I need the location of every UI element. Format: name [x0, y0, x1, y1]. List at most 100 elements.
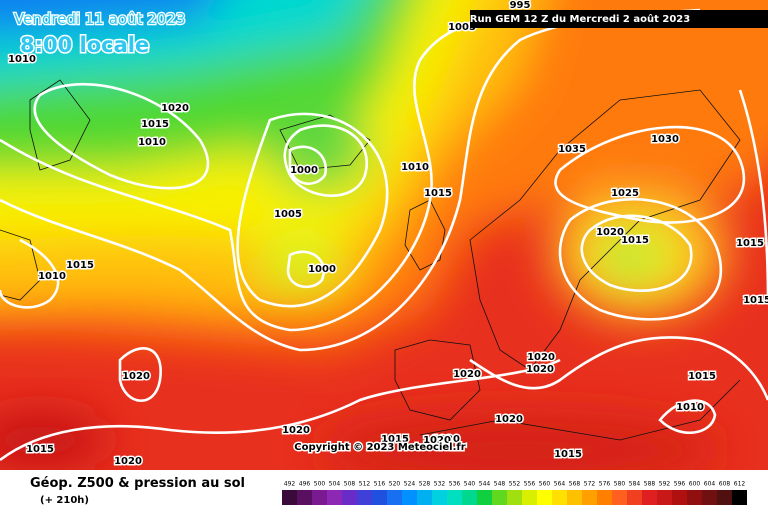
scale-swatch	[282, 490, 297, 505]
isobar	[236, 112, 389, 308]
field-dark-red-south	[320, 415, 720, 470]
scale-swatch	[402, 490, 417, 505]
scale-label: 492	[284, 481, 296, 488]
scale-swatch	[672, 490, 687, 505]
isobar-label: 1010	[138, 137, 166, 148]
field-east-green	[608, 242, 652, 274]
isobar	[580, 214, 693, 293]
scale-swatch	[507, 490, 522, 505]
scale-swatch	[552, 490, 567, 505]
scale-label: 608	[719, 481, 731, 488]
isobar-label: 1010	[8, 54, 36, 65]
scale-swatch	[372, 490, 387, 505]
scale-swatch	[627, 490, 642, 505]
scale-swatch	[357, 490, 372, 505]
isobar-label: 1020	[526, 364, 554, 375]
scale-label: 552	[509, 481, 521, 488]
field-blue	[0, 0, 215, 36]
isobar	[288, 145, 328, 185]
scale-label: 540	[464, 481, 476, 488]
scale-label: 604	[704, 481, 716, 488]
scale-swatch	[342, 490, 357, 505]
isobar-label: 995	[510, 0, 531, 11]
scale-label: 496	[299, 481, 311, 488]
local-time: 8:00 locale	[20, 33, 149, 57]
isobar-label: 1010	[401, 162, 429, 173]
isobar-label: 1015	[743, 295, 768, 306]
legend-title: Géop. Z500 & pression au sol	[30, 476, 245, 491]
scale-swatch	[462, 490, 477, 505]
scale-swatch	[417, 490, 432, 505]
isobar	[118, 347, 162, 402]
scale-swatch	[642, 490, 657, 505]
scale-swatch	[312, 490, 327, 505]
isobar-label: 1015	[736, 238, 764, 249]
isobars	[0, 8, 768, 462]
isobar-label: 1015	[688, 371, 716, 382]
coastline	[279, 114, 371, 171]
scale-label: 584	[629, 481, 641, 488]
scale-label: 500	[314, 481, 326, 488]
scale-label: 556	[524, 481, 536, 488]
isobar	[554, 125, 746, 224]
isobar	[283, 124, 368, 197]
scale-swatch	[702, 490, 717, 505]
scale-swatch	[387, 490, 402, 505]
scale-label: 568	[569, 481, 581, 488]
coastline	[0, 229, 41, 301]
isobar-label: 1035	[558, 144, 586, 155]
isobar	[0, 8, 701, 352]
isobar-label: 1020	[161, 103, 189, 114]
isobar-label: 1015	[66, 260, 94, 271]
isobar-label: 1020	[114, 456, 142, 467]
scale-swatch	[537, 490, 552, 505]
isobar	[469, 336, 768, 401]
isobar	[0, 238, 60, 309]
scale-label: 532	[434, 481, 446, 488]
isobar-label: 1020	[596, 227, 624, 238]
scale-label: 596	[674, 481, 686, 488]
scale-label: 536	[449, 481, 461, 488]
scale-label: 592	[659, 481, 671, 488]
scale-swatch	[612, 490, 627, 505]
scale-swatch	[687, 490, 702, 505]
scale-swatch	[492, 490, 507, 505]
scale-swatch	[717, 490, 732, 505]
scale-label: 564	[554, 481, 566, 488]
coastline	[394, 339, 481, 421]
run-info: Run GEM 12 Z du Mercredi 2 août 2023	[470, 13, 690, 25]
copyright: Copyright © 2023 Meteociel.fr	[294, 442, 465, 453]
isobar-label: 1015	[381, 434, 409, 445]
scale-swatch	[297, 490, 312, 505]
isobar-label: 1015	[141, 119, 169, 130]
isobar-label: 1010	[676, 402, 704, 413]
field-atlantic-low	[260, 235, 340, 295]
isobar-label: 1020	[527, 352, 555, 363]
scale-swatch	[327, 490, 342, 505]
isobar-label: 1020	[122, 371, 150, 382]
isobar-label: 1015	[621, 235, 649, 246]
isobar-label: 1030	[651, 134, 679, 145]
isobar-label: 1020	[495, 414, 523, 425]
scale-label: 520	[389, 481, 401, 488]
coastlines	[0, 79, 741, 441]
valid-date: Vendredi 11 août 2023	[14, 10, 185, 28]
isobar	[0, 358, 561, 462]
isobar-label: 1000	[308, 264, 336, 275]
isobar-label: 1000	[290, 165, 318, 176]
scale-label: 588	[644, 481, 656, 488]
scale-swatch	[732, 490, 747, 505]
isobar-label: 1010	[38, 271, 66, 282]
isobar-label: 1020	[282, 425, 310, 436]
scale-label: 544	[479, 481, 491, 488]
scale-label: 508	[344, 481, 356, 488]
isobar-label: 1015	[554, 449, 582, 460]
scale-label: 528	[419, 481, 431, 488]
isobar-label: 1020	[453, 369, 481, 380]
scale-swatch	[597, 490, 612, 505]
scale-label: 512	[359, 481, 371, 488]
scale-label: 548	[494, 481, 506, 488]
